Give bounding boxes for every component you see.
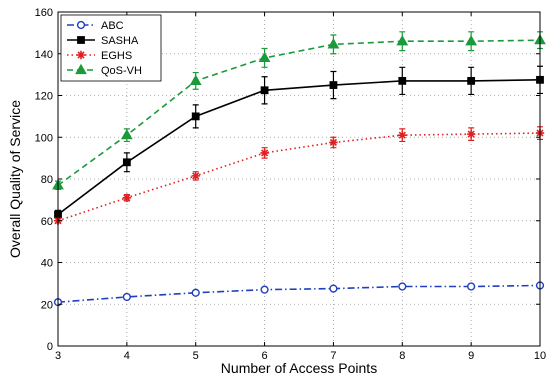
legend-marker-sasha: [77, 36, 85, 44]
y-tick-label-0: 0: [47, 341, 53, 353]
x-tick-label-7: 7: [330, 350, 336, 362]
series-abc: [53, 281, 545, 307]
data-point-abc-8: [398, 282, 407, 291]
series-group: [52, 31, 546, 307]
y-tick-label-100: 100: [35, 132, 53, 144]
series-line-abc: [57, 284, 541, 303]
x-tick-label-4: 4: [124, 350, 130, 362]
series-line-eghs: [57, 132, 541, 222]
data-point-abc-9: [467, 282, 476, 291]
data-point-eghs-7: [329, 138, 338, 147]
data-point-eghs-5: [191, 171, 200, 181]
legend-item-sasha: SASHA: [67, 35, 139, 47]
x-tick-label-9: 9: [468, 350, 474, 362]
data-point-qos-vh-6: [258, 51, 271, 63]
data-point-abc-7: [329, 284, 338, 293]
x-tick-label-5: 5: [193, 350, 199, 362]
data-point-abc-6: [260, 285, 269, 294]
legend: ABC SASHA EGHS QoS-VH: [60, 14, 162, 82]
y-tick-label-60: 60: [41, 216, 53, 228]
series-line-sasha: [57, 79, 541, 216]
data-point-qos-vh-4: [120, 128, 133, 140]
legend-item-abc: ABC: [67, 20, 124, 32]
data-point-sasha-7: [329, 81, 338, 89]
legend-marker-abc: [76, 20, 86, 30]
data-point-sasha-5: [191, 112, 200, 121]
y-tick-label-80: 80: [41, 174, 53, 186]
x-tick-label-8: 8: [399, 350, 405, 362]
legend-item-eghs: EGHS: [67, 50, 132, 62]
legend-label-sasha: SASHA: [101, 35, 139, 47]
data-point-eghs-6: [260, 148, 269, 158]
data-point-eghs-8: [398, 130, 407, 140]
x-tick-label-6: 6: [262, 350, 268, 362]
x-axis-label: Number of Access Points: [221, 360, 377, 376]
series-line-qos-vh: [57, 39, 541, 186]
data-point-sasha-4: [122, 158, 131, 167]
y-tick-label-40: 40: [41, 258, 53, 270]
data-point-sasha-8: [398, 76, 407, 85]
legend-label-abc: ABC: [101, 20, 124, 32]
data-point-qos-vh-8: [396, 35, 409, 46]
y-tick-label-20: 20: [41, 299, 53, 311]
data-point-qos-vh-9: [465, 35, 478, 46]
data-point-qos-vh-5: [189, 74, 202, 85]
legend-marker-qos-vh: [75, 63, 87, 75]
x-tick-label-10: 10: [534, 350, 546, 362]
data-point-abc-4: [122, 292, 131, 302]
data-point-sasha-6: [260, 86, 269, 95]
x-tick-label-3: 3: [55, 350, 61, 362]
legend-item-qos-vh: QoS-VH: [67, 63, 142, 77]
legend-marker-eghs: [76, 50, 86, 60]
y-tick-label-140: 140: [35, 49, 53, 61]
y-tick-label-120: 120: [35, 91, 53, 103]
data-point-abc-5: [191, 288, 200, 297]
y-axis-label: Overall Quality of Service: [7, 100, 23, 258]
y-tick-label-160: 160: [35, 7, 53, 19]
data-point-eghs-9: [466, 129, 476, 139]
data-point-qos-vh-7: [327, 38, 340, 49]
legend-label-eghs: EGHS: [101, 50, 132, 62]
data-point-sasha-9: [467, 76, 476, 85]
data-point-eghs-4: [122, 193, 132, 202]
legend-label-qos-vh: QoS-VH: [101, 65, 142, 77]
